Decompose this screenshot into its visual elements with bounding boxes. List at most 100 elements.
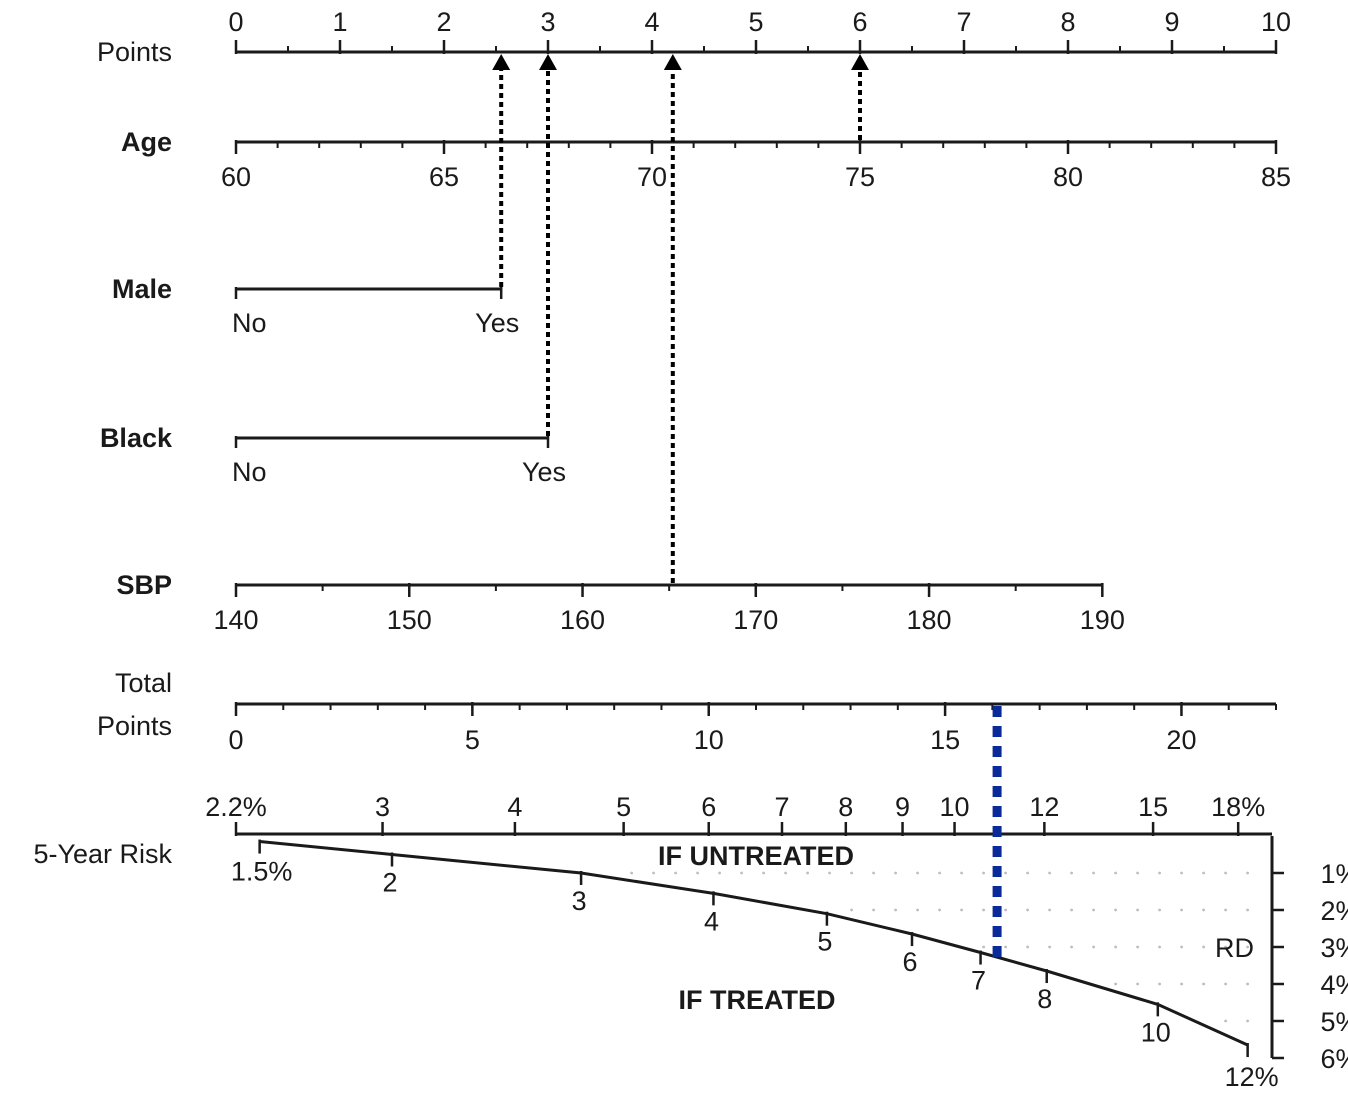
grid-dot bbox=[1070, 871, 1073, 875]
tick-label-rd-2: 2% bbox=[1320, 896, 1348, 926]
grid-dot bbox=[718, 871, 721, 875]
grid-dot bbox=[1224, 908, 1227, 912]
grid-dot bbox=[872, 871, 875, 875]
tick-label-risk-treated-2: 2 bbox=[382, 868, 397, 898]
grid-dot bbox=[1224, 982, 1227, 986]
grid-dot bbox=[1180, 871, 1183, 875]
grid-dot bbox=[1246, 871, 1249, 875]
grid-dot bbox=[916, 908, 919, 912]
grid-dot bbox=[938, 908, 941, 912]
grid-dot bbox=[1070, 945, 1073, 949]
tick-label-black-yes: Yes bbox=[522, 457, 566, 487]
grid-dot bbox=[1026, 945, 1029, 949]
tick-label-total-points-10: 10 bbox=[694, 725, 724, 755]
grid-dot bbox=[960, 908, 963, 912]
grid-dot bbox=[652, 871, 655, 875]
tick-label-points-8: 8 bbox=[1060, 7, 1075, 37]
grid-dot bbox=[1048, 871, 1051, 875]
grid-dot bbox=[1004, 871, 1007, 875]
grid-dot bbox=[894, 871, 897, 875]
label-if-untreated: IF UNTREATED bbox=[658, 841, 854, 871]
tick-label-risk-treated-6: 6 bbox=[902, 947, 917, 977]
grid-dot bbox=[1026, 908, 1029, 912]
arrowhead-sbp bbox=[663, 54, 682, 70]
tick-label-risk-treated-1.5%: 1.5% bbox=[231, 857, 293, 887]
grid-dot bbox=[982, 945, 985, 949]
row-label-male: Male bbox=[112, 274, 172, 304]
grid-dot bbox=[1202, 871, 1205, 875]
tick-label-risk-untreated-15: 15 bbox=[1138, 792, 1168, 822]
grid-dot bbox=[1004, 945, 1007, 949]
grid-dot bbox=[1202, 945, 1205, 949]
grid-dot bbox=[960, 871, 963, 875]
example-guides bbox=[492, 54, 1002, 960]
grid-dot bbox=[1004, 908, 1007, 912]
tick-label-rd-6: 6% bbox=[1320, 1044, 1348, 1074]
grid-dot bbox=[1114, 871, 1117, 875]
grid-dot bbox=[1158, 945, 1161, 949]
tick-label-risk-treated-7: 7 bbox=[971, 966, 986, 996]
grid-dot bbox=[674, 871, 677, 875]
tick-label-age-75: 75 bbox=[845, 162, 875, 192]
tick-label-risk-treated-4: 4 bbox=[704, 906, 719, 936]
row-label-points: Points bbox=[97, 711, 172, 741]
grid-dot bbox=[1070, 908, 1073, 912]
grid-dot bbox=[1180, 982, 1183, 986]
grid-dot bbox=[1246, 945, 1249, 949]
grid-dot bbox=[982, 908, 985, 912]
grid-dot bbox=[1048, 945, 1051, 949]
nomogram-axes bbox=[234, 40, 1284, 1060]
tick-label-points-7: 7 bbox=[956, 7, 971, 37]
tick-label-rd-4: 4% bbox=[1320, 970, 1348, 1000]
grid-dot bbox=[850, 908, 853, 912]
row-label-points: Points bbox=[97, 37, 172, 67]
tick-label-male-no: No bbox=[232, 308, 267, 338]
grid-dot bbox=[1224, 1019, 1227, 1023]
grid-dot bbox=[938, 871, 941, 875]
tick-label-points-9: 9 bbox=[1164, 7, 1179, 37]
tick-label-risk-untreated-6: 6 bbox=[701, 792, 716, 822]
grid-dot bbox=[1092, 871, 1095, 875]
tick-label-sbp-190: 190 bbox=[1080, 605, 1125, 635]
tick-label-risk-treated-12%: 12% bbox=[1225, 1062, 1279, 1092]
tick-label-male-yes: Yes bbox=[475, 308, 519, 338]
tick-label-points-4: 4 bbox=[644, 7, 659, 37]
grid-dot bbox=[894, 908, 897, 912]
tick-label-risk-untreated-9: 9 bbox=[895, 792, 910, 822]
grid-dot bbox=[1136, 945, 1139, 949]
tick-label-points-3: 3 bbox=[540, 7, 555, 37]
tick-label-age-70: 70 bbox=[637, 162, 667, 192]
grid-dot bbox=[1136, 871, 1139, 875]
grid-dot bbox=[696, 871, 699, 875]
tick-label-sbp-170: 170 bbox=[733, 605, 778, 635]
tick-label-risk-treated-3: 3 bbox=[572, 886, 587, 916]
arrowhead-male bbox=[492, 54, 511, 70]
tick-label-risk-untreated-5: 5 bbox=[616, 792, 631, 822]
label-rd: RD bbox=[1215, 933, 1254, 963]
grid-dot bbox=[1180, 908, 1183, 912]
grid-dot bbox=[828, 871, 831, 875]
tick-label-total-points-20: 20 bbox=[1166, 725, 1196, 755]
grid-dot bbox=[1136, 908, 1139, 912]
grid-dot bbox=[1224, 871, 1227, 875]
tick-label-risk-untreated-8: 8 bbox=[838, 792, 853, 822]
row-label-sbp: SBP bbox=[116, 570, 172, 600]
tick-label-points-6: 6 bbox=[852, 7, 867, 37]
grid-dot bbox=[740, 871, 743, 875]
label-if-treated: IF TREATED bbox=[679, 985, 836, 1015]
tick-label-sbp-180: 180 bbox=[907, 605, 952, 635]
tick-label-risk-untreated-10: 10 bbox=[940, 792, 970, 822]
grid-dot bbox=[1114, 945, 1117, 949]
grid-dot bbox=[1246, 908, 1249, 912]
tick-label-total-points-5: 5 bbox=[465, 725, 480, 755]
tick-label-sbp-150: 150 bbox=[387, 605, 432, 635]
grid-dot bbox=[1202, 982, 1205, 986]
tick-label-points-10: 10 bbox=[1261, 7, 1291, 37]
tick-label-age-80: 80 bbox=[1053, 162, 1083, 192]
grid-dot bbox=[982, 871, 985, 875]
grid-dot bbox=[784, 871, 787, 875]
tick-label-risk-treated-10: 10 bbox=[1141, 1017, 1171, 1047]
grid-dot bbox=[1048, 908, 1051, 912]
